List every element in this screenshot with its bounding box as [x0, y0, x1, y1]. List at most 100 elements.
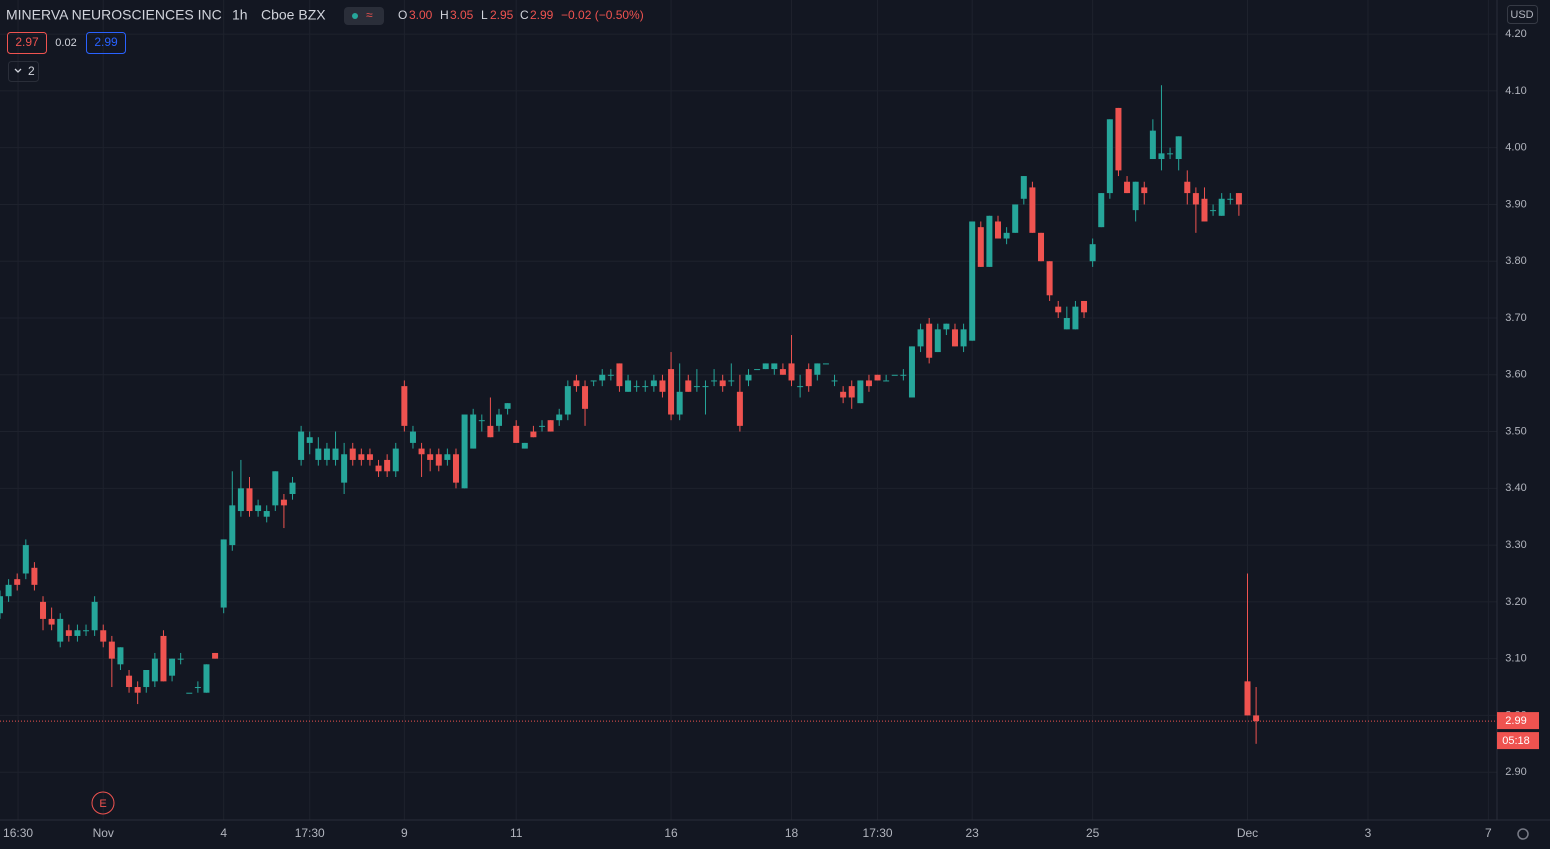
candle-body	[943, 323, 950, 330]
symbol-title[interactable]: MINERVA NEUROSCIENCES INC	[6, 7, 222, 23]
countdown-box	[1497, 732, 1539, 750]
y-tick-label: 3.40	[1505, 482, 1526, 494]
indicators-toggle[interactable]	[8, 61, 39, 82]
candle-body	[323, 448, 330, 460]
x-tick-label: 18	[785, 826, 799, 840]
high-label: H	[440, 8, 449, 22]
change-value: −0.02 (−0.50%)	[561, 8, 644, 22]
x-tick-label: 16:30	[3, 826, 33, 840]
candle-body	[1158, 153, 1165, 160]
y-tick-label: 3.90	[1505, 198, 1526, 210]
candle-body	[668, 369, 675, 415]
x-tick-label: 17:30	[863, 826, 893, 840]
spread: 0.02	[55, 37, 76, 49]
candle-body	[40, 601, 47, 619]
countdown: 05:18	[1502, 735, 1530, 747]
candle-body	[246, 488, 253, 512]
candle-body	[530, 431, 537, 438]
candle-body	[366, 454, 373, 460]
candle-body	[754, 369, 761, 371]
candle-body	[1012, 204, 1019, 233]
candle-body	[633, 386, 640, 388]
candle-body	[822, 363, 829, 365]
candle-body	[1081, 300, 1088, 313]
candle-body	[513, 425, 520, 443]
candle-body	[229, 505, 236, 546]
candle-body	[814, 363, 821, 375]
candle-body	[995, 221, 1001, 239]
candle-body	[22, 545, 29, 574]
status-badge[interactable]	[344, 7, 384, 25]
candle-body	[392, 448, 399, 472]
y-tick-label: 4.20	[1505, 28, 1526, 40]
candle-body	[1098, 193, 1105, 228]
candle-body	[358, 454, 365, 460]
candle-body	[977, 227, 984, 267]
candle-body	[100, 630, 107, 642]
candle-body	[1192, 193, 1199, 205]
candle-body	[762, 363, 769, 370]
ask: 2.99	[94, 35, 118, 49]
candle-body	[1201, 198, 1208, 222]
candle-body	[409, 431, 416, 443]
bid-box[interactable]	[7, 32, 47, 54]
open-label: O	[398, 8, 407, 22]
candle-body	[607, 374, 614, 376]
interval[interactable]: 1h	[232, 7, 248, 23]
settings-icon[interactable]	[1517, 828, 1529, 840]
currency-box[interactable]	[1507, 5, 1538, 24]
y-tick-label: 3.20	[1505, 596, 1526, 608]
candle-body	[237, 488, 244, 512]
high-value: 3.05	[450, 8, 474, 22]
candle-body	[625, 380, 632, 392]
x-tick-label: 3	[1365, 826, 1372, 840]
y-tick-label: 3.70	[1505, 312, 1526, 324]
candle-body	[461, 414, 468, 489]
candle-body	[960, 329, 967, 347]
candle-body	[840, 391, 847, 398]
candle-body	[160, 635, 167, 682]
candle-body	[212, 652, 219, 659]
candle-body	[470, 414, 477, 449]
x-tick-label: 9	[401, 826, 408, 840]
bid: 2.97	[15, 35, 39, 49]
last-price-label: 2.99	[1505, 715, 1526, 727]
candle-body	[435, 454, 442, 466]
candle-body	[969, 221, 976, 341]
y-tick-label: 4.10	[1505, 85, 1526, 97]
candle-body	[349, 448, 356, 460]
candle-body	[788, 363, 795, 381]
candle-body	[650, 380, 657, 387]
candle-body	[797, 386, 804, 388]
candle-body	[685, 380, 692, 392]
candle-body	[951, 329, 958, 347]
candle-body	[186, 692, 193, 694]
candle-body	[289, 482, 296, 494]
candle-body	[1132, 181, 1139, 211]
market-status-dot	[352, 13, 358, 19]
candle-body	[590, 380, 597, 382]
candle-body	[341, 454, 348, 483]
candle-body	[719, 380, 726, 387]
candle-body	[306, 437, 313, 443]
y-tick-label: 2.90	[1505, 766, 1526, 778]
candle-body	[255, 505, 262, 512]
candle-body	[452, 454, 459, 483]
candle-body	[48, 618, 55, 625]
candle-body	[5, 584, 12, 597]
candle-body	[1046, 261, 1053, 296]
candle-body	[143, 670, 150, 688]
ask-box[interactable]	[86, 32, 126, 54]
earnings-marker[interactable]	[91, 791, 115, 815]
candle-body	[169, 658, 176, 676]
candle-body	[1184, 181, 1191, 194]
candle-body	[831, 380, 838, 382]
x-tick-label: Dec	[1237, 826, 1258, 840]
candle-body	[934, 329, 941, 353]
candle-body	[779, 369, 786, 375]
candle-body	[0, 596, 3, 614]
candle-body	[203, 664, 210, 693]
candle-body	[1210, 210, 1217, 212]
candle-body	[728, 380, 735, 382]
